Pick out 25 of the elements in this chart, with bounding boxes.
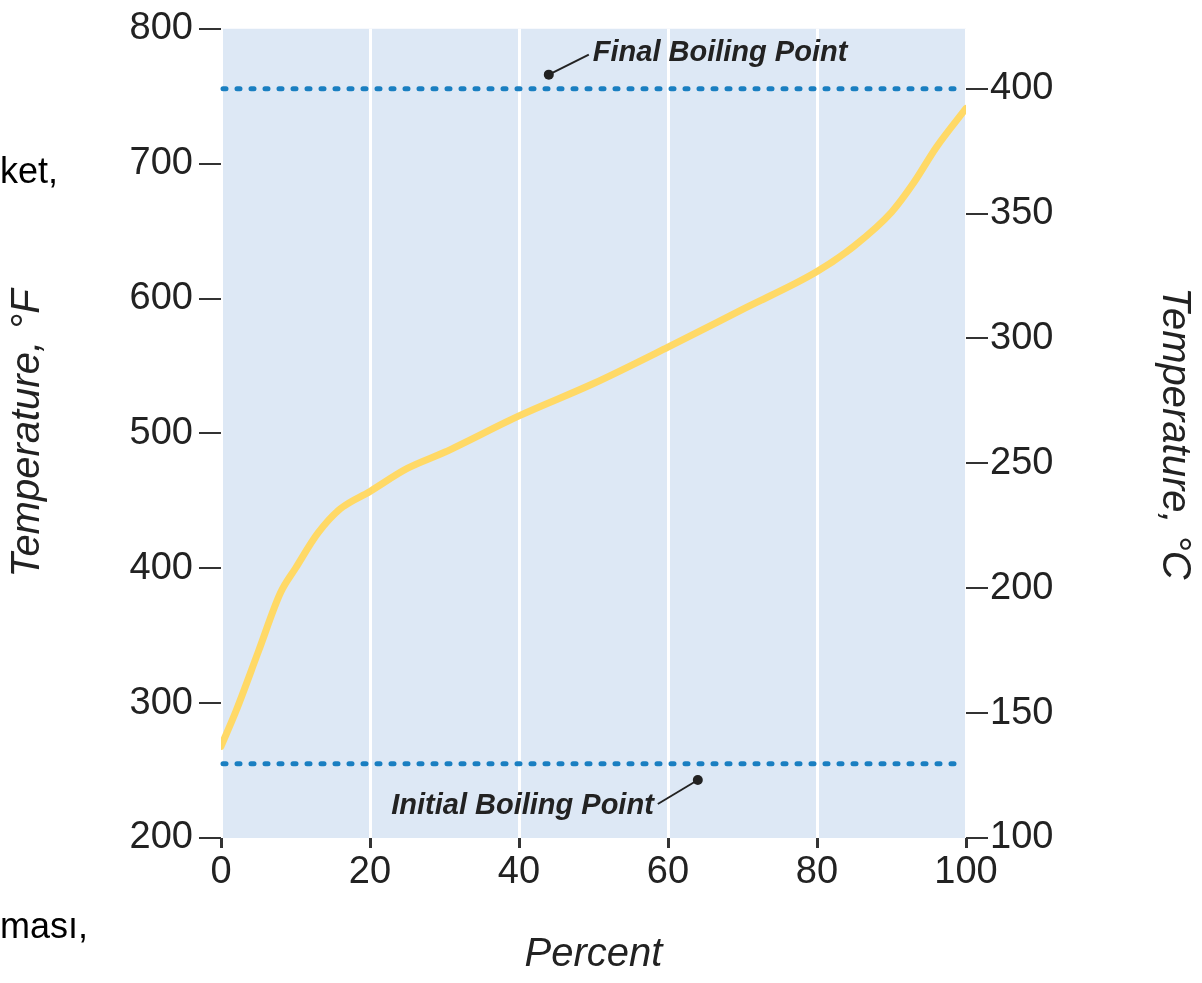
y2-tick-label: 250 bbox=[990, 439, 1054, 482]
y-tick-label: 800 bbox=[129, 5, 193, 48]
y2-tick-label: 300 bbox=[990, 314, 1054, 357]
annotation: Final Boiling Point bbox=[592, 34, 849, 67]
text: ket, bbox=[0, 150, 59, 192]
y2-tick-label: 350 bbox=[990, 190, 1054, 233]
x-axis-title: Percent bbox=[524, 930, 665, 975]
y-tick-label: 600 bbox=[129, 275, 193, 318]
x-tick-label: 60 bbox=[646, 849, 690, 892]
y2-axis-title: Temperature, °C bbox=[1154, 287, 1199, 581]
x-tick-label: 0 bbox=[210, 849, 232, 892]
y-tick-label: 700 bbox=[129, 140, 193, 183]
y2-tick-label: 150 bbox=[990, 689, 1054, 732]
y-tick-label: 200 bbox=[129, 814, 193, 857]
y2-tick-label: 400 bbox=[990, 65, 1054, 108]
x-tick-label: 80 bbox=[795, 849, 839, 892]
x-tick-label: 40 bbox=[497, 849, 541, 892]
x-tick-label: 20 bbox=[348, 849, 392, 892]
y-tick-label: 300 bbox=[129, 679, 193, 722]
text: ması, bbox=[0, 905, 89, 947]
y-axis-title: Temperature, °F bbox=[3, 286, 48, 578]
y2-tick-label: 200 bbox=[990, 564, 1054, 607]
y-tick-label: 400 bbox=[129, 544, 193, 587]
annotation: Initial Boiling Point bbox=[391, 788, 656, 821]
y-tick-label: 500 bbox=[129, 409, 193, 452]
